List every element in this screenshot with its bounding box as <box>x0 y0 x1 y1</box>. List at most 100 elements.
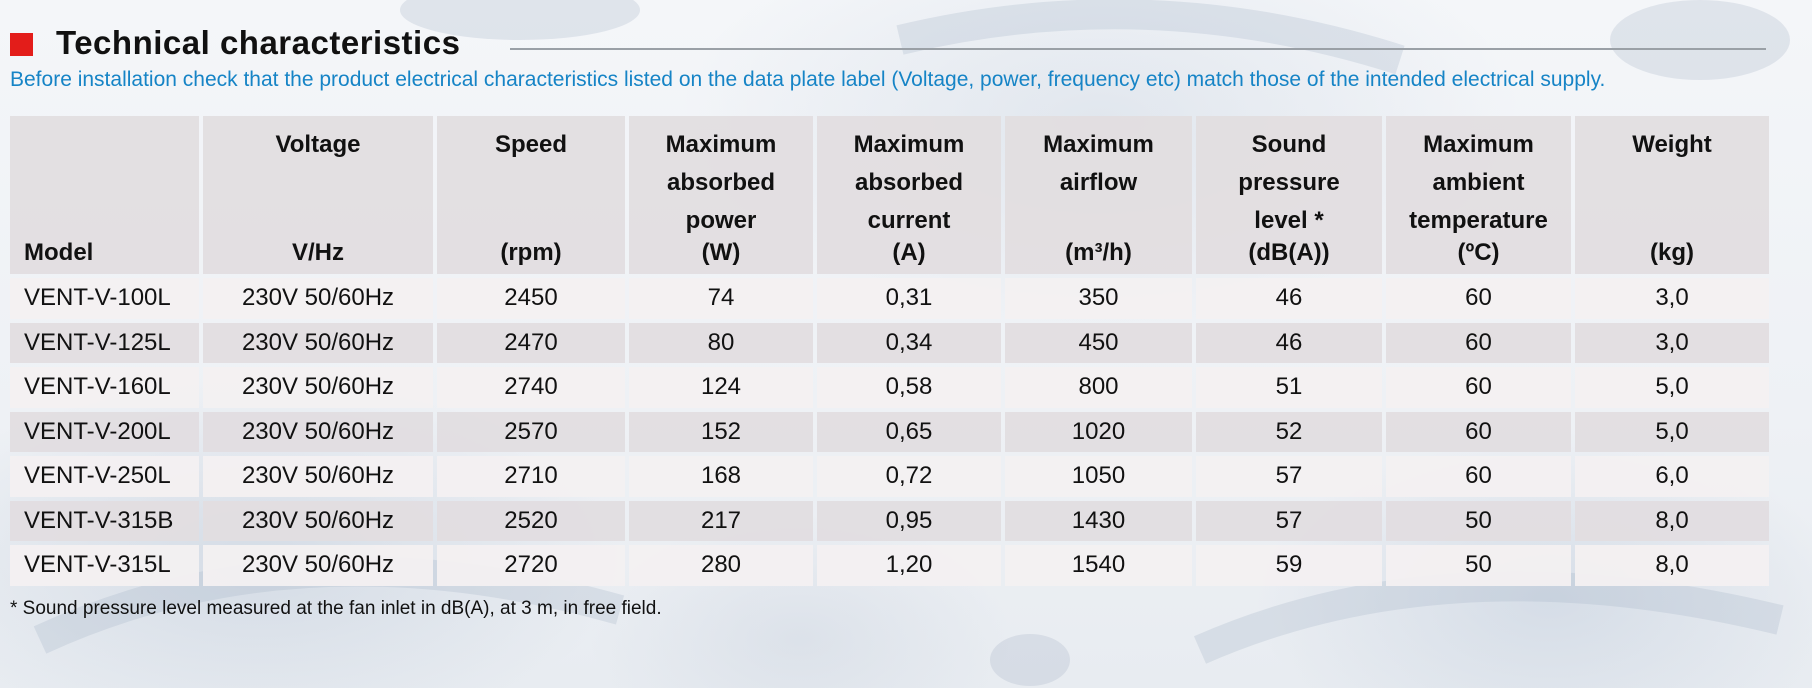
table-row: VENT-V-125L 230V 50/60Hz 2470 80 0,34 450 46 60… <box>10 322 1769 363</box>
cell-power: 168 <box>629 456 813 497</box>
cell-current: 0,95 <box>817 500 1001 541</box>
cell-current: 1,20 <box>817 545 1001 586</box>
table-row: VENT-V-315L 230V 50/60Hz 2720 280 1,20 1540 59… <box>10 545 1769 586</box>
table-row: VENT-V-315B 230V 50/60Hz 2520 217 0,95 1430 57… <box>10 500 1769 541</box>
column-header-power: Maximum absorbed power (W) <box>629 116 813 274</box>
column-header-unit: V/Hz <box>291 239 344 266</box>
cell-current: 0,72 <box>817 456 1001 497</box>
column-header-unit: (m³/h) <box>1065 239 1132 266</box>
table-body: VENT-V-100L 230V 50/60Hz 2450 74 0,31 350 46 60… <box>10 278 1769 586</box>
column-header-label: Maximum absorbed power <box>665 131 777 234</box>
cell-sound-pressure: 59 <box>1196 545 1382 586</box>
column-header-airflow: Maximum airflow (m³/h) <box>1005 116 1192 274</box>
cell-model: VENT-V-200L <box>10 411 199 452</box>
cell-power: 80 <box>629 322 813 363</box>
cell-temperature: 60 <box>1386 456 1571 497</box>
column-header-voltage: Voltage V/Hz <box>203 116 433 274</box>
column-header-label: Maximum airflow <box>1043 131 1154 196</box>
cell-speed: 2740 <box>437 367 625 408</box>
cell-sound-pressure: 57 <box>1196 456 1382 497</box>
column-header-current: Maximum absorbed current (A) <box>817 116 1001 274</box>
cell-airflow: 450 <box>1005 322 1192 363</box>
cell-speed: 2470 <box>437 322 625 363</box>
section-marker-icon <box>10 33 33 56</box>
cell-sound-pressure: 52 <box>1196 411 1382 452</box>
cell-airflow: 350 <box>1005 278 1192 319</box>
column-header-unit: (dB(A)) <box>1248 239 1330 266</box>
cell-airflow: 1050 <box>1005 456 1192 497</box>
cell-airflow: 800 <box>1005 367 1192 408</box>
cell-weight: 8,0 <box>1575 500 1769 541</box>
cell-current: 0,65 <box>817 411 1001 452</box>
cell-temperature: 60 <box>1386 411 1571 452</box>
column-header-label: Maximum absorbed current <box>853 131 965 234</box>
column-header-label: Maximum ambient temperature <box>1409 131 1548 234</box>
table-header-row: Model Voltage V/Hz Speed (rpm) Maximum a… <box>10 116 1769 274</box>
table-row: VENT-V-160L 230V 50/60Hz 2740 124 0,58 800 51 6… <box>10 367 1769 408</box>
cell-current: 0,31 <box>817 278 1001 319</box>
column-header-label: Voltage <box>275 131 361 158</box>
cell-sound-pressure: 57 <box>1196 500 1382 541</box>
column-header-unit: (kg) <box>1650 239 1694 266</box>
cell-power: 74 <box>629 278 813 319</box>
page-title: Technical characteristics <box>56 24 461 61</box>
cell-speed: 2520 <box>437 500 625 541</box>
cell-power: 124 <box>629 367 813 408</box>
cell-weight: 3,0 <box>1575 278 1769 319</box>
column-header-label: Sound pressure level * <box>1238 131 1340 234</box>
cell-weight: 8,0 <box>1575 545 1769 586</box>
cell-power: 217 <box>629 500 813 541</box>
column-header-sound-pressure: Sound pressure level * (dB(A)) <box>1196 116 1382 274</box>
column-header-label: Speed <box>494 131 568 158</box>
cell-voltage: 230V 50/60Hz <box>203 411 433 452</box>
footnote: * Sound pressure level measured at the f… <box>10 598 662 619</box>
technical-characteristics-table: Model Voltage V/Hz Speed (rpm) Maximum a… <box>6 112 1773 590</box>
cell-power: 280 <box>629 545 813 586</box>
cell-temperature: 60 <box>1386 278 1571 319</box>
cell-weight: 5,0 <box>1575 367 1769 408</box>
cell-model: VENT-V-125L <box>10 322 199 363</box>
column-header-model-label: Model <box>24 239 94 266</box>
cell-temperature: 50 <box>1386 500 1571 541</box>
cell-voltage: 230V 50/60Hz <box>203 322 433 363</box>
cell-current: 0,34 <box>817 322 1001 363</box>
column-header-unit: (ºC) <box>1457 239 1500 266</box>
column-header-weight: Weight (kg) <box>1575 116 1769 274</box>
cell-sound-pressure: 46 <box>1196 278 1382 319</box>
cell-speed: 2570 <box>437 411 625 452</box>
cell-sound-pressure: 46 <box>1196 322 1382 363</box>
cell-voltage: 230V 50/60Hz <box>203 545 433 586</box>
column-header-label: Weight <box>1632 131 1712 158</box>
column-header-speed: Speed (rpm) <box>437 116 625 274</box>
cell-voltage: 230V 50/60Hz <box>203 500 433 541</box>
cell-temperature: 60 <box>1386 322 1571 363</box>
cell-model: VENT-V-250L <box>10 456 199 497</box>
cell-weight: 3,0 <box>1575 322 1769 363</box>
cell-model: VENT-V-315B <box>10 500 199 541</box>
cell-voltage: 230V 50/60Hz <box>203 278 433 319</box>
cell-speed: 2450 <box>437 278 625 319</box>
cell-temperature: 50 <box>1386 545 1571 586</box>
cell-weight: 5,0 <box>1575 411 1769 452</box>
cell-speed: 2720 <box>437 545 625 586</box>
cell-temperature: 60 <box>1386 367 1571 408</box>
column-header-unit: (W) <box>701 239 741 266</box>
cell-sound-pressure: 51 <box>1196 367 1382 408</box>
cell-voltage: 230V 50/60Hz <box>203 456 433 497</box>
cell-airflow: 1430 <box>1005 500 1192 541</box>
column-header-temperature: Maximum ambient temperature (ºC) <box>1386 116 1571 274</box>
table-row: VENT-V-100L 230V 50/60Hz 2450 74 0,31 350 46 60… <box>10 278 1769 319</box>
column-header-unit: (rpm) <box>500 239 562 266</box>
cell-current: 0,58 <box>817 367 1001 408</box>
cell-airflow: 1540 <box>1005 545 1192 586</box>
cell-model: VENT-V-315L <box>10 545 199 586</box>
cell-model: VENT-V-160L <box>10 367 199 408</box>
section-header: Technical characteristics <box>10 22 1766 62</box>
cell-weight: 6,0 <box>1575 456 1769 497</box>
cell-power: 152 <box>629 411 813 452</box>
table-row: VENT-V-250L 230V 50/60Hz 2710 168 0,72 1050 57… <box>10 456 1769 497</box>
intro-text: Before installation check that the produ… <box>10 68 1606 91</box>
column-header-model: Model <box>10 116 199 274</box>
title-divider <box>510 48 1766 50</box>
table-row: VENT-V-200L 230V 50/60Hz 2570 152 0,65 1020 52… <box>10 411 1769 452</box>
